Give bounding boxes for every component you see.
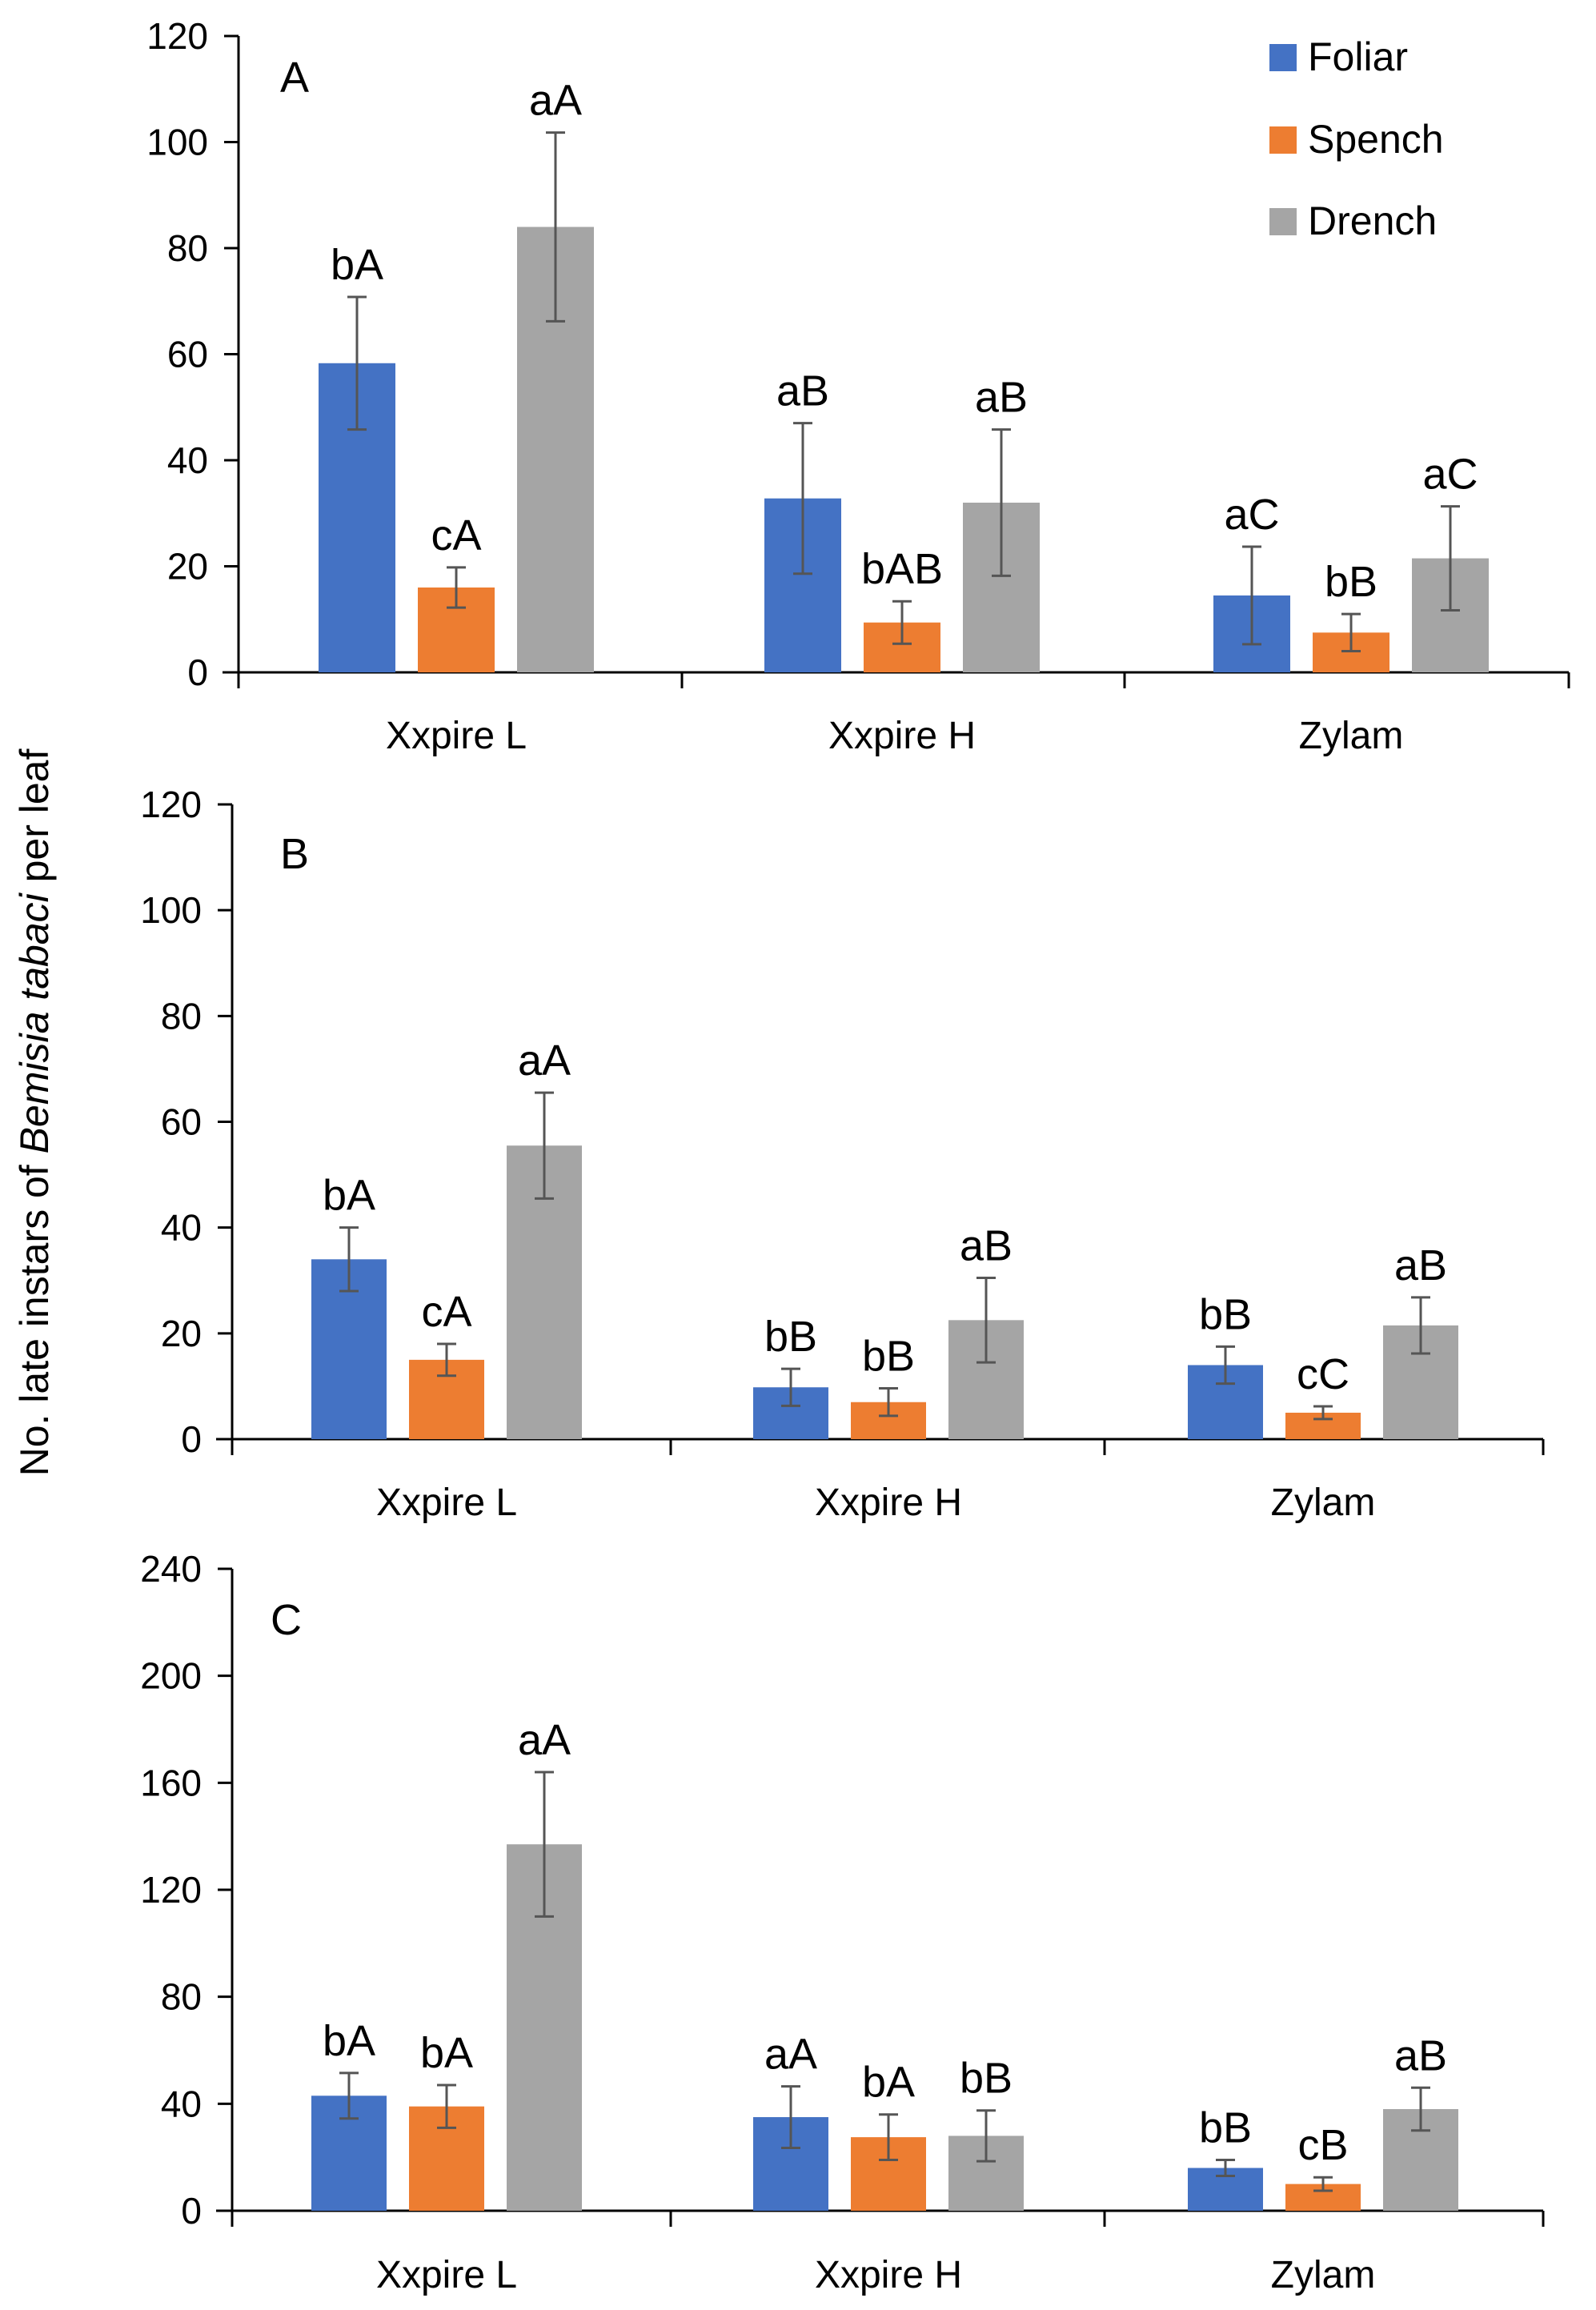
panel-b-category-label: Zylam — [1271, 1482, 1376, 1524]
panel-c-y-tick-label: 200 — [140, 1655, 202, 1697]
panel-c-data-label-spench: bA — [862, 2059, 915, 2107]
panel-b-data-label-spench: bB — [862, 1333, 915, 1381]
panel-c-data-label-spench: bA — [420, 2029, 473, 2077]
panel-b-data-label-spench: cA — [421, 1288, 471, 1336]
panel-b-y-tick-label: 100 — [140, 889, 202, 931]
panel-b-y-tick-label: 40 — [161, 1207, 202, 1249]
panel-c-data-label-spench: cB — [1297, 2121, 1348, 2169]
y-axis-label-species: Bemisia tabaci — [12, 892, 57, 1153]
panel-c-y-tick-label: 160 — [140, 1762, 202, 1803]
panel-c-category-label: Xxpire H — [815, 2254, 962, 2296]
panel-a-data-label-spench: bAB — [861, 545, 943, 593]
panel-a-category-label: Xxpire H — [828, 715, 976, 757]
panel-c-y-tick-label: 80 — [161, 1976, 202, 2018]
panel-b-y-tick-label: 20 — [161, 1313, 202, 1354]
panel-b-data-label-drench: aB — [1394, 1241, 1447, 1289]
panel-c-data-label-drench: aA — [518, 1716, 571, 1764]
panel-a-y-tick-label: 60 — [167, 334, 208, 375]
panel-b-y-tick-label: 60 — [161, 1101, 202, 1143]
panel-a-data-label-foliar: bA — [331, 241, 383, 289]
panel-b-letter: B — [280, 830, 309, 878]
panel-c-y-tick-label: 0 — [181, 2190, 202, 2232]
panel-c-data-label-drench: bB — [960, 2055, 1013, 2103]
panel-a-y-tick-label: 40 — [167, 439, 208, 481]
panel-a-y-tick-label: 100 — [146, 122, 208, 163]
panel-b-data-label-drench: aB — [960, 1221, 1013, 1269]
panel-c-category-label: Zylam — [1271, 2254, 1376, 2296]
panel-a-y-tick-label: 120 — [146, 15, 208, 57]
legend: Foliar Spench Drench — [1269, 34, 1444, 243]
panel-b-data-label-foliar: bB — [1199, 1290, 1252, 1338]
panel-a-category-label: Xxpire L — [386, 715, 527, 757]
panel-b-category-label: Xxpire H — [815, 1482, 962, 1524]
panel-c: 0 40 80 120 160 200 240 Xxpire L Xxpire H Zylam Cb… — [140, 1548, 1545, 2296]
panel-c-data-label-foliar: bB — [1199, 2104, 1252, 2152]
panel-a-data-label-drench: aB — [975, 374, 1028, 422]
panel-a-data-label-spench: bB — [1325, 558, 1377, 606]
legend-swatch-spench — [1269, 126, 1297, 154]
y-axis-label-part-3: per leaf — [12, 749, 57, 894]
panel-a-y-tick-label: 20 — [167, 546, 208, 588]
panel-b-data-label-foliar: bB — [764, 1313, 817, 1361]
y-axis-label: No. late instars of Bemisia tabaci per l… — [12, 749, 57, 1477]
panel-b-category-label: Xxpire L — [376, 1482, 517, 1524]
legend-label-spench: Spench — [1308, 117, 1444, 162]
panel-b: 0 20 40 60 80 100 120 Xxpire L Xxpire H Zylam BbA b… — [140, 784, 1545, 1524]
y-axis-label-part-1: No. late instars of — [12, 1153, 57, 1476]
panel-b-data-label-foliar: bA — [323, 1172, 375, 1220]
panel-a-category-label: Zylam — [1299, 715, 1404, 757]
panel-c-y-tick-label: 240 — [140, 1548, 202, 1590]
panel-a-data-label-foliar: aC — [1224, 491, 1279, 539]
legend-label-drench: Drench — [1308, 199, 1437, 243]
panel-a-data-label-spench: cA — [431, 511, 481, 559]
panel-a-y-tick-label: 0 — [187, 652, 208, 693]
panel-c-y-tick-label: 120 — [140, 1869, 202, 1911]
panel-c-letter: C — [271, 1596, 302, 1644]
panel-c-data-label-drench: aB — [1394, 2031, 1447, 2079]
panel-b-data-label-drench: aA — [518, 1037, 571, 1085]
chart-panels: 0 20 40 60 80 100 120 Xxpire L Xxpire H Zylam AbA a… — [140, 15, 1570, 2296]
panel-a-letter: A — [280, 54, 309, 102]
panel-c-category-label: Xxpire L — [376, 2254, 517, 2296]
panel-b-y-tick-label: 0 — [181, 1418, 202, 1460]
legend-swatch-foliar — [1269, 44, 1297, 71]
panel-a-y-tick-label: 80 — [167, 227, 208, 269]
panel-a: 0 20 40 60 80 100 120 Xxpire L Xxpire H Zylam AbA a… — [146, 15, 1570, 757]
panel-b-y-tick-label: 80 — [161, 995, 202, 1037]
panel-a-data-label-foliar: aB — [776, 367, 829, 415]
panel-b-data-label-spench: cC — [1297, 1350, 1349, 1398]
panel-c-data-label-foliar: bA — [323, 2017, 375, 2065]
panel-a-data-label-drench: aC — [1422, 451, 1478, 499]
panel-b-y-tick-label: 120 — [140, 784, 202, 825]
panel-a-data-label-drench: aA — [529, 77, 582, 125]
panel-c-y-tick-label: 40 — [161, 2083, 202, 2124]
legend-label-foliar: Foliar — [1308, 34, 1408, 79]
panel-c-data-label-foliar: aA — [764, 2031, 817, 2079]
legend-swatch-drench — [1269, 208, 1297, 235]
